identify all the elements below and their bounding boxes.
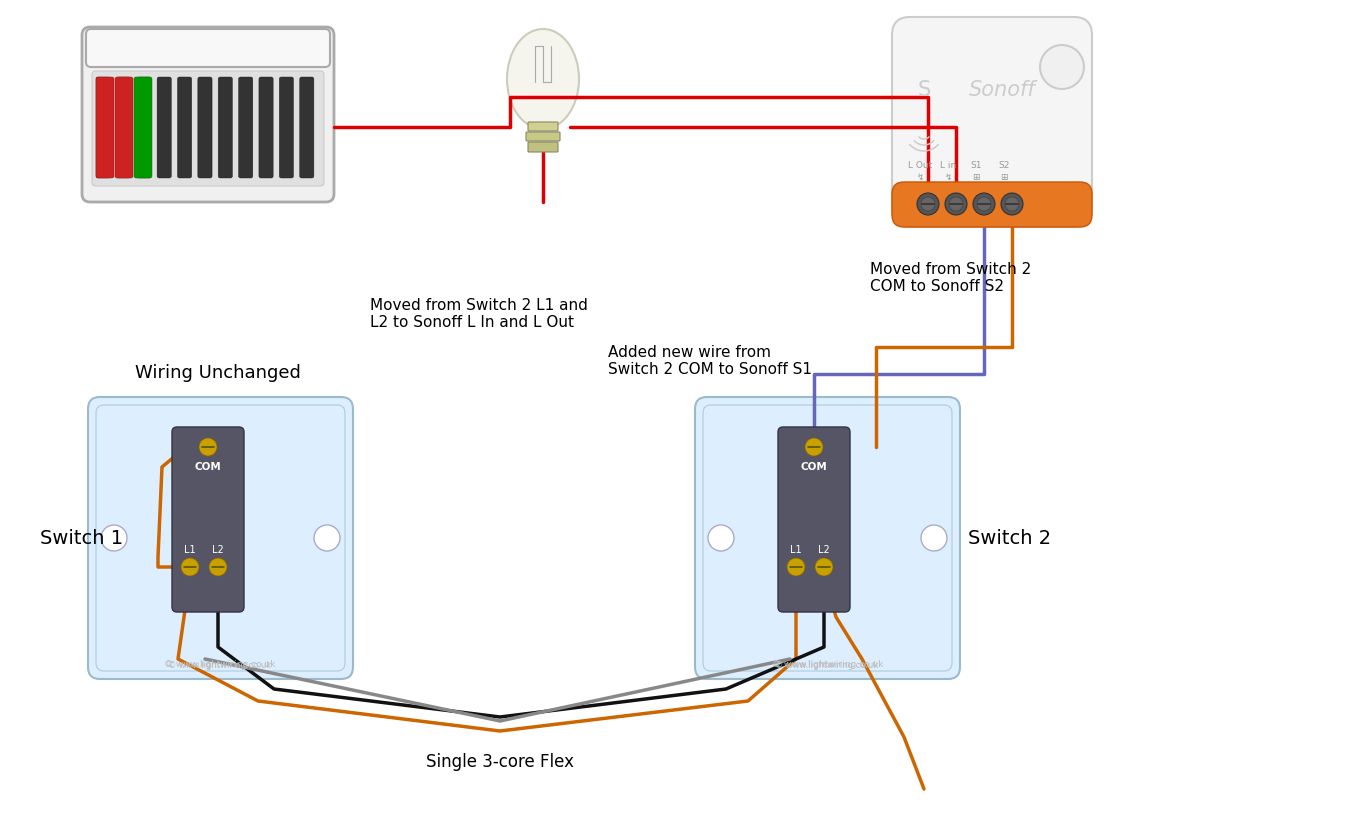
FancyBboxPatch shape — [172, 428, 244, 613]
Text: L2: L2 — [212, 545, 224, 554]
FancyBboxPatch shape — [96, 78, 111, 179]
Text: L1: L1 — [791, 545, 802, 554]
FancyBboxPatch shape — [892, 18, 1092, 228]
Text: Moved from Switch 2
COM to Sonoff S2: Moved from Switch 2 COM to Sonoff S2 — [870, 262, 1031, 294]
Text: L2: L2 — [818, 545, 830, 554]
FancyBboxPatch shape — [528, 143, 558, 153]
FancyBboxPatch shape — [115, 78, 133, 179]
Text: Ṡ: Ṡ — [918, 80, 930, 100]
FancyBboxPatch shape — [218, 78, 233, 179]
Circle shape — [787, 559, 804, 577]
FancyBboxPatch shape — [137, 78, 150, 179]
FancyBboxPatch shape — [88, 397, 353, 679]
Text: Added new wire from
Switch 2 COM to Sonoff S1: Added new wire from Switch 2 COM to Sono… — [607, 345, 813, 377]
Text: Switch 2: Switch 2 — [969, 529, 1051, 548]
FancyBboxPatch shape — [96, 405, 345, 672]
Circle shape — [1001, 194, 1023, 215]
FancyBboxPatch shape — [703, 405, 952, 672]
Circle shape — [921, 197, 934, 212]
Text: ⊞: ⊞ — [973, 172, 979, 181]
FancyBboxPatch shape — [92, 72, 324, 187]
Text: Wiring Unchanged: Wiring Unchanged — [135, 364, 301, 382]
FancyBboxPatch shape — [86, 30, 330, 68]
Circle shape — [973, 194, 995, 215]
FancyBboxPatch shape — [279, 78, 294, 179]
Text: Single 3-core Flex: Single 3-core Flex — [425, 752, 575, 770]
Circle shape — [804, 438, 824, 456]
FancyBboxPatch shape — [116, 78, 130, 179]
Text: ↯: ↯ — [944, 172, 952, 181]
FancyBboxPatch shape — [157, 78, 171, 179]
Text: © www.lightwiring.co.uk: © www.lightwiring.co.uk — [168, 661, 272, 670]
FancyBboxPatch shape — [238, 78, 253, 179]
Circle shape — [315, 525, 341, 551]
Text: COM: COM — [800, 461, 828, 472]
Text: Moved from Switch 2 L1 and
L2 to Sonoff L In and L Out: Moved from Switch 2 L1 and L2 to Sonoff … — [369, 297, 588, 330]
FancyBboxPatch shape — [134, 78, 152, 179]
Circle shape — [945, 194, 967, 215]
FancyBboxPatch shape — [695, 397, 960, 679]
Text: L1: L1 — [185, 545, 196, 554]
Text: ↯: ↯ — [917, 172, 923, 181]
Circle shape — [101, 525, 127, 551]
Circle shape — [815, 559, 833, 577]
FancyBboxPatch shape — [892, 183, 1092, 228]
Circle shape — [181, 559, 198, 577]
Text: © www.lightwiring.co.uk: © www.lightwiring.co.uk — [164, 659, 276, 668]
FancyBboxPatch shape — [527, 133, 560, 142]
Text: L in: L in — [940, 161, 956, 170]
Circle shape — [921, 525, 947, 551]
Circle shape — [709, 525, 735, 551]
FancyBboxPatch shape — [198, 78, 212, 179]
Text: © www.lightwiring.co.uk: © www.lightwiring.co.uk — [773, 659, 884, 668]
Circle shape — [1040, 46, 1083, 90]
Ellipse shape — [508, 30, 579, 130]
Text: L Out: L Out — [908, 161, 932, 170]
Circle shape — [198, 438, 218, 456]
Text: S1: S1 — [970, 161, 982, 170]
Text: S2: S2 — [999, 161, 1010, 170]
FancyBboxPatch shape — [528, 123, 558, 132]
FancyBboxPatch shape — [82, 28, 334, 203]
Circle shape — [209, 559, 227, 577]
Text: Switch 1: Switch 1 — [40, 529, 123, 548]
Circle shape — [1005, 197, 1019, 212]
Circle shape — [977, 197, 990, 212]
FancyBboxPatch shape — [259, 78, 274, 179]
Text: COM: COM — [194, 461, 222, 472]
Text: ⊞: ⊞ — [1000, 172, 1008, 181]
FancyBboxPatch shape — [778, 428, 850, 613]
Circle shape — [949, 197, 963, 212]
Text: Sonoff: Sonoff — [969, 80, 1036, 100]
FancyBboxPatch shape — [178, 78, 192, 179]
Text: © www.lightwiring.co.uk: © www.lightwiring.co.uk — [776, 661, 878, 670]
FancyBboxPatch shape — [96, 78, 114, 179]
Circle shape — [917, 194, 938, 215]
FancyBboxPatch shape — [300, 78, 313, 179]
